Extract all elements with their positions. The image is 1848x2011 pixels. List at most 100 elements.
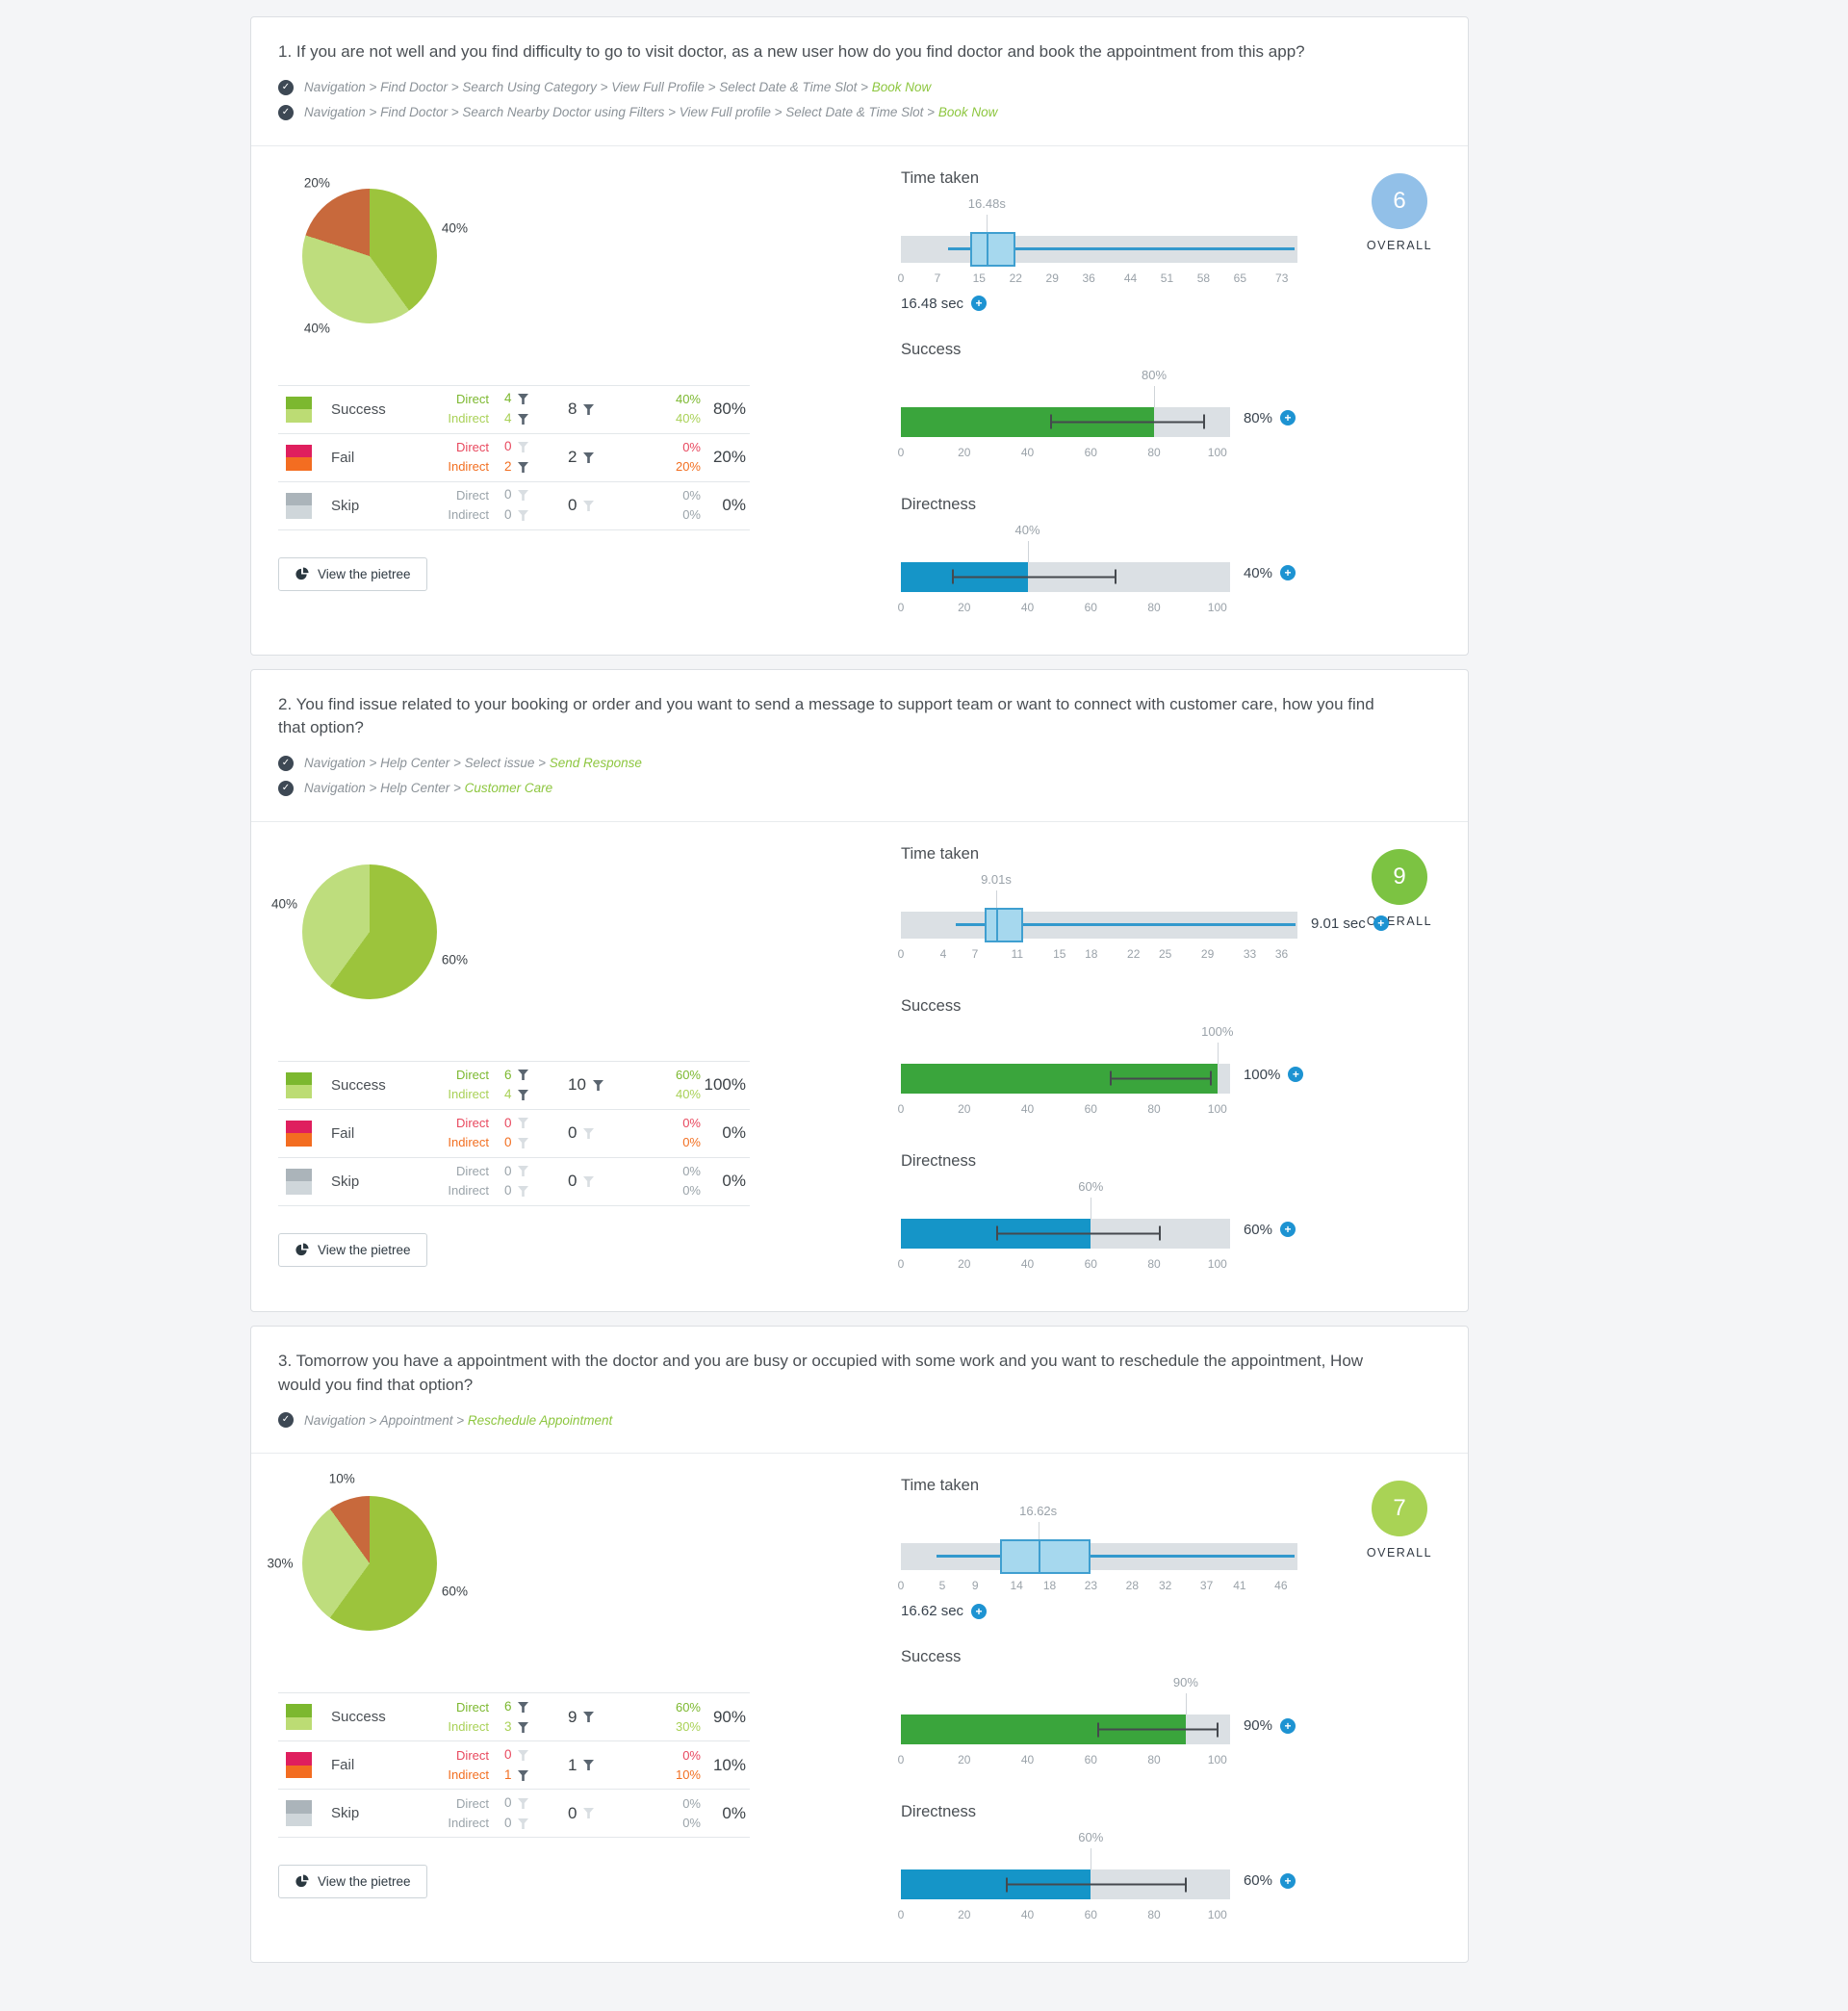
direct-percent: 0% [682,440,701,454]
axis: 0 20 40 60 80 100 [898,445,1230,467]
result-swatch [286,1071,312,1098]
total-count: 2 [568,448,578,467]
card-body: 60% 30% 10% Success Direct Indirect 6 3 9 60% 30%… [251,1453,1468,1962]
indirect-label: Indirect [448,1135,489,1150]
boxplot-track [901,231,1297,267]
total-count-cell: 9 [560,1708,637,1727]
axis-tick: 33 [1243,946,1257,961]
swatch-top [286,444,312,458]
direct-count: 0 [504,1115,512,1130]
task-results-list: 1. If you are not well and you find diff… [250,16,1469,2011]
table-row: Fail Direct Indirect 0 2 2 0% 20% 20% [278,432,750,481]
filter-icon[interactable] [583,403,595,415]
time-taken-section: Time taken 16.48s 0 7 15 22 29 36 44 51 58 65 73 16.… [898,168,1297,312]
results-table: Success Direct Indirect 6 4 10 60% 40% 100% Fail D… [278,1060,750,1206]
filter-icon[interactable] [583,1760,595,1771]
expand-plus-icon[interactable]: + [971,296,988,312]
axis-tick: 15 [1053,946,1066,961]
direct-percent: 0% [682,1116,701,1131]
swatch-top [286,1120,312,1134]
expand-plus-icon[interactable]: + [1279,410,1296,426]
indirect-count: 3 [504,1718,512,1734]
axis-tick: 11 [1011,946,1024,961]
filter-icon[interactable] [517,1090,528,1101]
indirect-label: Indirect [448,411,489,426]
median-marker-line [987,214,988,236]
expand-plus-icon[interactable]: + [1373,915,1389,932]
axis: 0 20 40 60 80 100 [898,1908,1230,1929]
error-bar-line [1112,1077,1210,1080]
axis-tick: 14 [1010,1579,1023,1593]
expand-plus-icon[interactable]: + [1279,1717,1296,1734]
expected-path: ✓ Navigation > Help Center > Select issu… [278,755,1441,771]
axis-tick: 36 [1274,946,1289,961]
indirect-count: 0 [504,1135,512,1150]
swatch-top [286,1704,312,1717]
direct-indirect-labels: Direct Indirect [420,1114,489,1152]
axis-tick: 7 [934,271,941,285]
direct-indirect-labels: Direct Indirect [420,486,489,525]
axis-tick: 20 [958,1101,971,1116]
expand-plus-icon[interactable]: + [1279,1872,1296,1889]
pie-slice-label: 40% [441,220,468,236]
swatch-bottom [286,409,312,423]
filter-icon[interactable] [517,1701,528,1713]
overall-score: 7 OVERALL [1358,1481,1441,1929]
view-pietree-button[interactable]: View the pietree [278,1865,427,1899]
axis-tick: 18 [1085,946,1098,961]
filter-icon[interactable] [583,451,595,463]
axis-tick: 0 [897,600,905,614]
axis: 0 4 7 11 15 18 22 25 29 33 36 [898,946,1297,968]
filter-icon [517,1166,528,1177]
view-pietree-button[interactable]: View the pietree [278,556,427,591]
expand-plus-icon[interactable]: + [971,1603,988,1619]
swatch-bottom [286,1181,312,1195]
axis-tick: 22 [1127,946,1141,961]
results-table: Success Direct Indirect 6 3 9 60% 30% 90% Fail Dir… [278,1692,750,1839]
result-label: Success [331,1709,386,1726]
time-taken-heading: Time taken [901,168,980,187]
axis-tick: 60 [1084,600,1097,614]
view-pietree-button[interactable]: View the pietree [278,1232,427,1267]
axis-tick: 65 [1233,271,1247,285]
axis-tick: 40 [1020,1101,1035,1116]
table-row: Success Direct Indirect 4 4 8 40% 40% 80% [278,384,750,433]
filter-icon[interactable] [517,414,528,425]
filter-icon[interactable] [517,1769,528,1781]
filter-icon[interactable] [517,1070,528,1081]
filter-icon[interactable] [517,462,528,474]
direct-count-row: 0 [504,1162,560,1182]
indirect-label: Indirect [448,1087,489,1102]
swatch-top [286,1168,312,1182]
axis-tick: 80 [1147,445,1161,459]
axis-tick: 41 [1233,1579,1246,1593]
filter-icon[interactable] [517,1721,528,1733]
indirect-percent: 0% [682,1135,701,1150]
filter-icon [517,490,528,502]
time-taken-section: Time taken 16.62s 0 5 9 14 18 23 28 32 37 41 46 16.6… [898,1477,1297,1619]
path-steps: Navigation > Help Center > Select issue … [304,756,550,771]
expand-plus-icon[interactable]: + [1279,1222,1296,1238]
pie-slice-label: 60% [441,952,468,967]
bar-marker-line [1217,1042,1219,1064]
task-title: 1. If you are not well and you find diff… [278,42,1305,61]
median-label: 16.62s [1019,1504,1058,1519]
path-text: Navigation > Find Doctor > Search Nearby… [304,105,997,119]
direct-percent: 60% [675,1699,701,1715]
axis-tick: 60 [1084,1753,1097,1767]
expand-plus-icon[interactable]: + [1279,565,1296,581]
direct-count: 0 [504,487,512,503]
direct-count: 0 [504,1794,512,1810]
direct-label: Direct [456,1795,489,1811]
indirect-count: 4 [504,411,512,426]
filter-icon[interactable] [583,1712,595,1723]
filter-icon[interactable] [592,1079,603,1091]
table-row: Skip Direct Indirect 0 0 0 0% 0% 0% [278,480,750,530]
median-marker-zone: 9.01s [901,869,1297,912]
pie-slice-label: 60% [441,1584,468,1599]
expand-plus-icon[interactable]: + [1288,1067,1304,1083]
results-table: Success Direct Indirect 4 4 8 40% 40% 80% Fail Dir… [278,384,750,530]
direct-indirect-percents: 0% 10% [637,1746,701,1785]
filter-icon[interactable] [517,394,528,405]
